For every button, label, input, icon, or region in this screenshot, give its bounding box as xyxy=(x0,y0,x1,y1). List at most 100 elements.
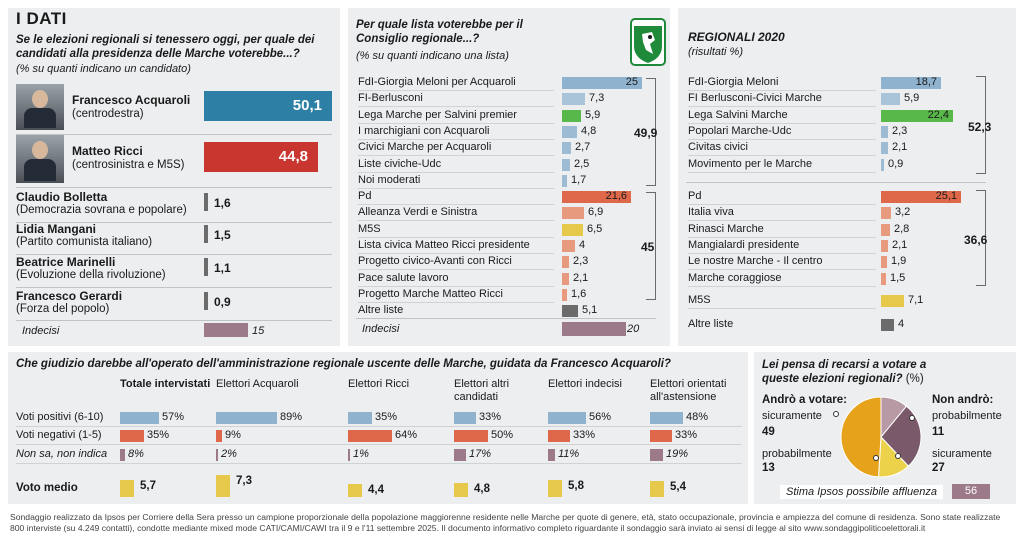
judgement-value: 56% xyxy=(589,411,612,423)
candidate-party: (centrosinistra e M5S) xyxy=(72,159,185,171)
list-bar xyxy=(562,305,578,318)
lists-note: (% su quanti indicano una lista) xyxy=(356,50,509,62)
list-label: Popolari Marche-Udc xyxy=(688,124,792,137)
candidate-name: Francesco Gerardi xyxy=(16,289,123,303)
coalition-total-left: 45 xyxy=(641,240,655,254)
avg-value: 4,4 xyxy=(368,484,384,496)
candidate-party: (Democrazia sovrana e popolare) xyxy=(16,204,187,216)
list-label: M5S xyxy=(688,294,711,306)
list-label: FdI-Giorgia Meloni xyxy=(688,76,779,88)
row-divider xyxy=(688,138,876,140)
judgement-value: 11% xyxy=(558,448,580,460)
judgement-bar xyxy=(120,412,159,424)
row-divider xyxy=(356,318,656,319)
list-bar xyxy=(562,240,575,252)
list-value: 3,2 xyxy=(895,206,911,219)
row-divider xyxy=(358,236,554,238)
coalition-brace-right xyxy=(646,78,656,186)
candidate-name: Beatrice Marinelli xyxy=(16,255,116,269)
judgement-bar xyxy=(454,412,476,424)
judgement-bar xyxy=(348,412,372,424)
candidates-undecided-value: 15 xyxy=(252,325,265,337)
list-value: 25 xyxy=(625,76,638,88)
list-bar xyxy=(562,125,577,138)
candidate-party: (centrodestra) xyxy=(72,108,144,120)
judgement-bar xyxy=(548,412,586,424)
row-divider xyxy=(686,182,986,183)
turnout-question-text: Lei pensa di recarsi a votare a queste e… xyxy=(762,359,927,385)
list-label: FdI-Giorgia Meloni per Acquaroli xyxy=(358,76,516,88)
turnout-estimate-label: Stima Ipsos possibile affluenza xyxy=(780,485,944,499)
row-divider xyxy=(358,204,554,206)
judgement-bar xyxy=(216,449,218,461)
candidate-party: (Evoluzione della rivoluzione) xyxy=(16,269,166,281)
list-label: Alleanza Verdi e Sinistra xyxy=(358,206,478,219)
list-bar xyxy=(881,295,904,307)
leader-dot-icon xyxy=(895,453,901,459)
turnout-pie xyxy=(840,396,922,478)
list-value: 4 xyxy=(898,318,905,330)
row-divider xyxy=(16,222,332,223)
candidate-name: Francesco Acquaroli xyxy=(72,93,191,107)
section-title: I DATI xyxy=(16,9,67,28)
list-value: 1,5 xyxy=(890,271,906,284)
list-value: 1,6 xyxy=(571,287,587,300)
judgement-value: 9% xyxy=(225,429,241,441)
leader-dot-icon xyxy=(873,455,879,461)
candidate-face-icon xyxy=(32,90,48,108)
judgement-bar xyxy=(650,430,672,442)
row-divider xyxy=(688,155,876,157)
judgement-bar xyxy=(548,449,555,461)
column-header: Elettori Ricci xyxy=(348,378,410,390)
candidates-undecided-label: Indecisi xyxy=(22,325,60,337)
list-bar xyxy=(881,223,890,236)
lists-question: Per quale lista voterebbe per il Consigl… xyxy=(356,19,523,45)
judgement-value: 1% xyxy=(353,448,369,460)
row-divider xyxy=(358,106,554,108)
row-divider xyxy=(688,308,876,309)
list-label: Marche coraggiose xyxy=(688,271,782,284)
row-divider xyxy=(16,287,332,288)
judgement-value: 19% xyxy=(666,448,689,460)
list-label: Progetto civico-Avanti con Ricci xyxy=(358,255,512,268)
list-label: FI Berlusconi-Civici Marche xyxy=(688,92,822,105)
row-divider xyxy=(358,171,554,173)
candidates-undecided-bar xyxy=(204,323,248,337)
judgement-value: 64% xyxy=(395,429,418,441)
list-label: FI-Berlusconi xyxy=(358,92,423,105)
candidate-body-icon xyxy=(24,159,56,181)
list-bar xyxy=(881,77,941,89)
row-divider xyxy=(358,187,554,189)
turnout-question-unit: (%) xyxy=(905,373,924,385)
judgement-bar xyxy=(454,430,488,442)
pie-value: 27 xyxy=(932,462,945,474)
list-label: Altre liste xyxy=(688,318,734,330)
list-value: 18,7 xyxy=(915,76,937,88)
turnout-will-label: Andrò a votare: xyxy=(762,394,847,406)
list-bar xyxy=(562,207,584,220)
row-divider xyxy=(358,253,554,254)
candidate-value: 1,5 xyxy=(214,228,231,242)
list-bar xyxy=(562,174,567,187)
list-value: 2,1 xyxy=(573,271,589,284)
list-value: 5,1 xyxy=(582,304,598,317)
row-label: Voti negativi (1-5) xyxy=(16,429,102,441)
coalition-brace-right xyxy=(976,76,986,174)
list-bar xyxy=(881,158,884,171)
pie-value: 13 xyxy=(762,462,775,474)
avg-value: 5,8 xyxy=(568,480,584,492)
candidate-name: Claudio Bolletta xyxy=(16,190,108,204)
avg-value: 5,7 xyxy=(140,480,156,492)
judgement-bar xyxy=(216,430,222,442)
column-header: Elettori Acquaroli xyxy=(216,378,299,390)
judgement-bar xyxy=(216,412,277,424)
coalition-total-right: 49,9 xyxy=(634,126,658,140)
candidate-bar xyxy=(204,193,208,211)
list-value: 0,9 xyxy=(888,157,904,170)
list-label: Liste civiche-Udc xyxy=(358,157,442,170)
pie-slice xyxy=(880,405,922,467)
list-value: 6,5 xyxy=(587,222,603,235)
row-divider xyxy=(688,285,876,287)
list-label: Lega Salvini Marche xyxy=(688,108,788,121)
row-divider xyxy=(688,106,876,108)
